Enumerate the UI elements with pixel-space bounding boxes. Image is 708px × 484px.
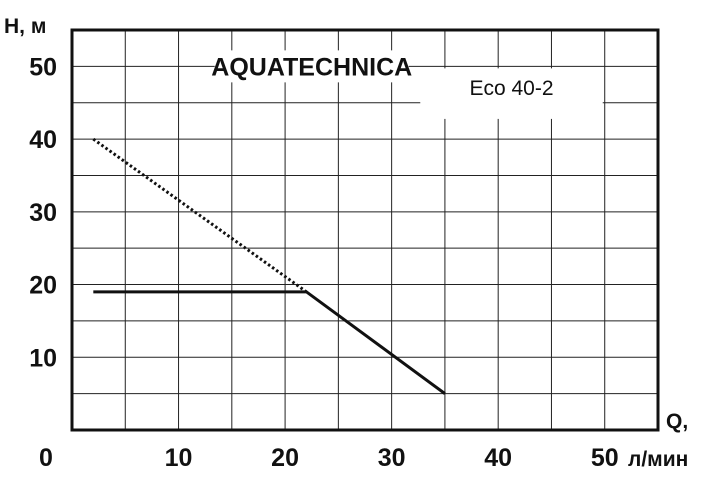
model-label-background [420, 68, 603, 119]
x-tick-label: 0 [39, 444, 53, 472]
y-tick-label: 30 [29, 199, 57, 227]
x-axis-unit-label: л/мин [628, 448, 688, 471]
x-tick-label: 50 [591, 444, 619, 472]
y-tick-labels: 10 20 30 40 50 [29, 53, 57, 372]
brand-label-background [214, 50, 409, 83]
x-tick-labels: 0 10 20 30 40 50 [39, 444, 619, 472]
x-tick-label: 10 [165, 444, 193, 472]
grid [72, 30, 658, 430]
model-label: Eco 40-2 [469, 77, 553, 100]
series-line-dotted [92, 137, 308, 294]
x-tick-label: 40 [484, 444, 512, 472]
plot-frame [70, 28, 660, 432]
y-tick-label: 40 [29, 126, 57, 154]
y-tick-label: 50 [29, 53, 57, 81]
brand-label: AQUATECHNICA [211, 53, 412, 81]
series-line-solid [93, 290, 446, 395]
y-axis-label: H, м [4, 15, 46, 38]
x-axis-label: Q, [666, 410, 688, 433]
series-group [92, 137, 446, 395]
x-tick-label: 30 [378, 444, 406, 472]
y-tick-label: 10 [29, 344, 57, 372]
y-tick-label: 20 [29, 272, 57, 300]
x-tick-label: 20 [271, 444, 299, 472]
